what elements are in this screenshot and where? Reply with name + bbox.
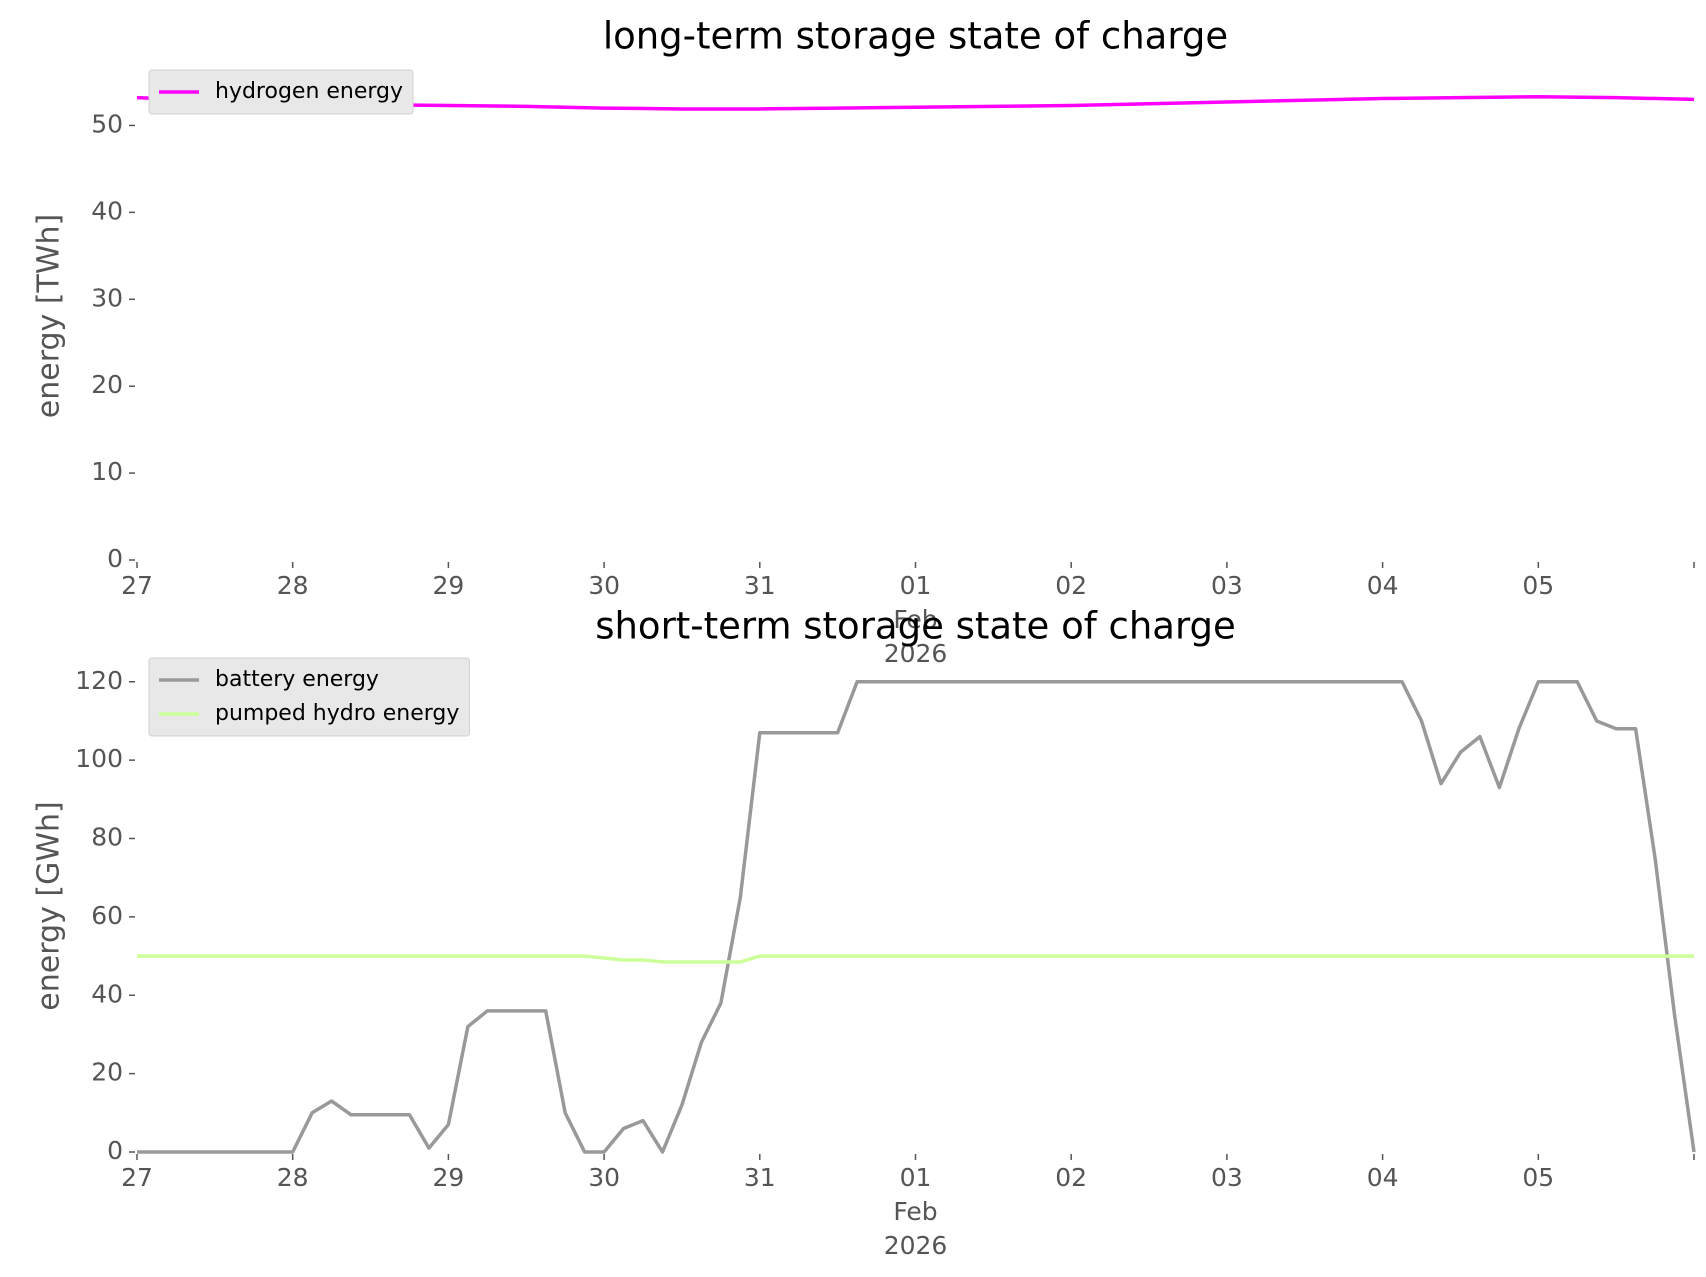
y-axis-label: energy [GWh] — [32, 801, 67, 1010]
y-tick-label: 20 — [91, 1058, 123, 1087]
x-tick-label: 05 — [1522, 571, 1554, 600]
x-tick-label: 04 — [1367, 1163, 1399, 1192]
y-axis-label: energy [TWh] — [32, 214, 67, 418]
y-tick-label: 120 — [75, 666, 123, 695]
x-tick-label: 01 Feb 2026 — [884, 571, 948, 668]
x-tick-label: 01 Feb 2026 — [884, 1163, 948, 1260]
x-tick-label: 28 — [277, 571, 309, 600]
y-tick-label: 0 — [107, 1136, 123, 1165]
y-tick-label: 40 — [91, 979, 123, 1008]
x-tick-label: 30 — [588, 571, 620, 600]
legend-label: battery energy — [215, 667, 379, 692]
x-tick-label: 29 — [432, 571, 464, 600]
y-tick-label: 60 — [91, 901, 123, 930]
x-tick-label: 27 — [121, 571, 153, 600]
legend-label: hydrogen energy — [215, 79, 403, 104]
x-tick-label: 04 — [1367, 571, 1399, 600]
x-tick-label: 03 — [1211, 571, 1243, 600]
legend-box — [148, 69, 414, 115]
legend: battery energy pumped hydro energy — [148, 657, 470, 737]
x-tick-label: 29 — [432, 1163, 464, 1192]
y-tick-label: 30 — [91, 283, 123, 312]
legend-label: pumped hydro energy — [215, 701, 459, 726]
y-tick-label: 20 — [91, 370, 123, 399]
legend-box — [148, 657, 470, 737]
y-tick-label: 100 — [75, 744, 123, 773]
x-tick-label: 28 — [277, 1163, 309, 1192]
y-tick-label: 0 — [107, 544, 123, 573]
y-tick-label: 10 — [91, 457, 123, 486]
x-tick-label: 31 — [744, 1163, 776, 1192]
x-tick-label: 05 — [1522, 1163, 1554, 1192]
y-tick-label: 80 — [91, 823, 123, 852]
x-tick-label: 27 — [121, 1163, 153, 1192]
series-line — [137, 954, 1694, 964]
y-tick-label: 40 — [91, 196, 123, 225]
x-tick-label: 02 — [1055, 1163, 1087, 1192]
x-tick-label: 02 — [1055, 571, 1087, 600]
chart-title: long-term storage state of charge — [603, 15, 1228, 58]
chart-title: short-term storage state of charge — [595, 605, 1236, 648]
x-tick-label: 03 — [1211, 1163, 1243, 1192]
series-line — [137, 680, 1696, 1154]
x-tick-label: 31 — [744, 571, 776, 600]
x-tick-label: 30 — [588, 1163, 620, 1192]
legend: hydrogen energy — [148, 69, 414, 115]
y-tick-label: 50 — [91, 109, 123, 138]
